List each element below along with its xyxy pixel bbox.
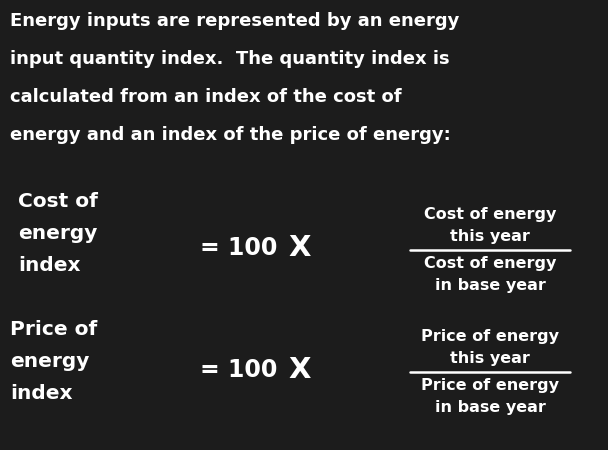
Text: index: index <box>10 384 72 403</box>
Text: = 100: = 100 <box>200 358 277 382</box>
Text: X: X <box>288 234 311 262</box>
Text: energy: energy <box>18 224 97 243</box>
Text: in base year: in base year <box>435 400 545 415</box>
Text: this year: this year <box>450 351 530 366</box>
Text: calculated from an index of the cost of: calculated from an index of the cost of <box>10 88 402 106</box>
Text: Price of energy: Price of energy <box>421 329 559 344</box>
Text: Price of energy: Price of energy <box>421 378 559 393</box>
Text: in base year: in base year <box>435 278 545 293</box>
Text: energy: energy <box>10 352 89 371</box>
Text: input quantity index.  The quantity index is: input quantity index. The quantity index… <box>10 50 450 68</box>
Text: X: X <box>288 356 311 384</box>
Text: Cost of energy: Cost of energy <box>424 207 556 222</box>
Text: index: index <box>18 256 80 275</box>
Text: Cost of: Cost of <box>18 192 98 211</box>
Text: Cost of energy: Cost of energy <box>424 256 556 271</box>
Text: = 100: = 100 <box>200 236 277 260</box>
Text: Energy inputs are represented by an energy: Energy inputs are represented by an ener… <box>10 12 460 30</box>
Text: this year: this year <box>450 229 530 244</box>
Text: Price of: Price of <box>10 320 97 339</box>
Text: energy and an index of the price of energy:: energy and an index of the price of ener… <box>10 126 451 144</box>
